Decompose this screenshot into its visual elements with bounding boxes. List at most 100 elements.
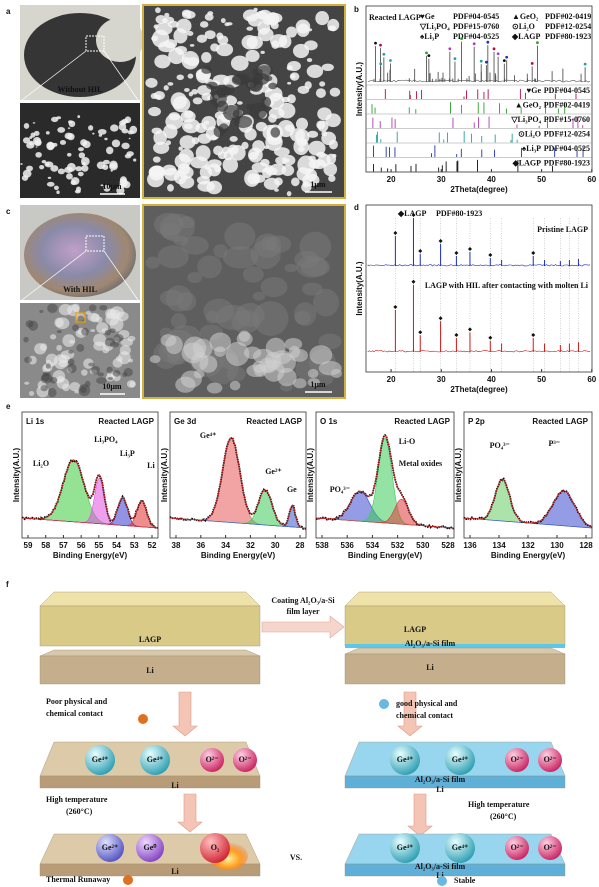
- x-tick-label: 530: [416, 541, 430, 550]
- grain: [246, 26, 254, 31]
- peak-marker: [389, 59, 392, 62]
- reference-pdf: PDF#12-0254: [544, 129, 590, 138]
- ion-sphere: [505, 836, 529, 860]
- peak-marker: [438, 239, 443, 243]
- fit-envelope: [169, 437, 307, 529]
- grain: [98, 133, 103, 137]
- emoji: [379, 699, 389, 709]
- grain: [77, 115, 81, 119]
- ion-label: Ge⁴⁺: [397, 755, 413, 764]
- peak-marker: [411, 279, 416, 284]
- broken-edge: [96, 18, 144, 62]
- grain: [328, 139, 338, 150]
- outcome: Thermal Runaway: [46, 875, 110, 884]
- panel-label: b: [354, 5, 359, 14]
- emoji: [123, 875, 133, 885]
- grain: [105, 146, 114, 155]
- grain: [252, 291, 266, 301]
- note: High temperature: [46, 795, 108, 804]
- peak-marker: [418, 330, 423, 335]
- legend-pdf: PDF#80-1923: [545, 32, 591, 41]
- grain: [69, 381, 81, 392]
- region-label: Ge 3d: [174, 417, 196, 426]
- x-tick-label: 52: [148, 541, 157, 550]
- reference-pdf: PDF#04-0525: [544, 144, 590, 153]
- grain: [295, 117, 309, 131]
- peak-marker: [454, 251, 459, 255]
- grain: [75, 186, 82, 193]
- scale-label: 1μm: [310, 380, 326, 389]
- grain: [178, 146, 183, 151]
- panel-label: e: [6, 402, 11, 411]
- peak-label: PO₄³⁻: [490, 441, 510, 450]
- x-tick-label: 54: [112, 541, 121, 550]
- reference-name: ◆LAGP: [397, 209, 426, 218]
- grain: [318, 333, 342, 350]
- x-tick-label: 58: [41, 541, 50, 550]
- grain: [264, 86, 283, 102]
- grain: [231, 75, 248, 86]
- zoom-box: [85, 235, 105, 252]
- x-axis-label: Binding Energy(eV): [348, 551, 423, 560]
- grain: [302, 282, 323, 296]
- grain: [188, 91, 194, 97]
- ion-label: O²⁻: [544, 755, 557, 764]
- grain: [225, 341, 250, 367]
- x-tick-label: 60: [587, 375, 596, 384]
- grain: [23, 336, 29, 343]
- grain: [266, 12, 283, 24]
- grain: [214, 111, 224, 120]
- grain: [82, 140, 91, 149]
- grain: [25, 320, 34, 328]
- grain: [20, 163, 23, 165]
- grain: [296, 255, 328, 278]
- grain: [187, 272, 203, 284]
- ion-label: O²⁻: [511, 843, 524, 852]
- layer-label: Al₂O₃/a-Si film: [405, 639, 456, 648]
- grain: [317, 153, 331, 167]
- ion-label: Ge⁴⁺: [397, 843, 413, 852]
- x-tick-label: 53: [130, 541, 139, 550]
- grain: [78, 147, 84, 152]
- reference-name: ♠Li₃P: [522, 144, 541, 153]
- grain: [50, 334, 57, 340]
- grain: [209, 332, 232, 353]
- grain: [199, 355, 218, 373]
- ion-label: Ge²⁺: [102, 843, 118, 852]
- note: (260°C): [66, 807, 93, 816]
- peak-marker: [379, 62, 383, 66]
- note: High temperature: [468, 800, 530, 809]
- grain: [292, 378, 307, 389]
- ion-label: Ge⁰: [144, 843, 158, 852]
- grain: [187, 73, 194, 79]
- grain: [296, 23, 310, 37]
- grain: [102, 164, 109, 170]
- grain: [97, 372, 104, 377]
- grain: [64, 132, 73, 140]
- grain: [153, 90, 165, 100]
- layer-label: Li: [436, 785, 444, 794]
- ion-sphere: [136, 834, 164, 862]
- grain: [106, 366, 113, 374]
- ion-label: Ge⁴⁺: [452, 843, 468, 852]
- grain: [222, 157, 239, 173]
- grain: [163, 16, 175, 24]
- grain: [46, 181, 55, 187]
- emoji: [138, 714, 148, 724]
- grain: [291, 177, 300, 187]
- grain: [228, 147, 235, 152]
- grain: [46, 141, 55, 151]
- grain: [39, 309, 44, 314]
- grain: [99, 304, 108, 311]
- grain: [164, 12, 170, 18]
- marker: [75, 312, 86, 323]
- legend-pdf: PDF#02-0419: [545, 12, 591, 21]
- grain: [289, 128, 305, 142]
- grain: [121, 142, 130, 150]
- grain: [165, 113, 184, 130]
- grain: [278, 102, 296, 119]
- peak-label: P³⁻: [548, 439, 560, 448]
- slab-front: [39, 863, 261, 877]
- grain: [191, 89, 199, 95]
- peak-marker: [488, 335, 493, 340]
